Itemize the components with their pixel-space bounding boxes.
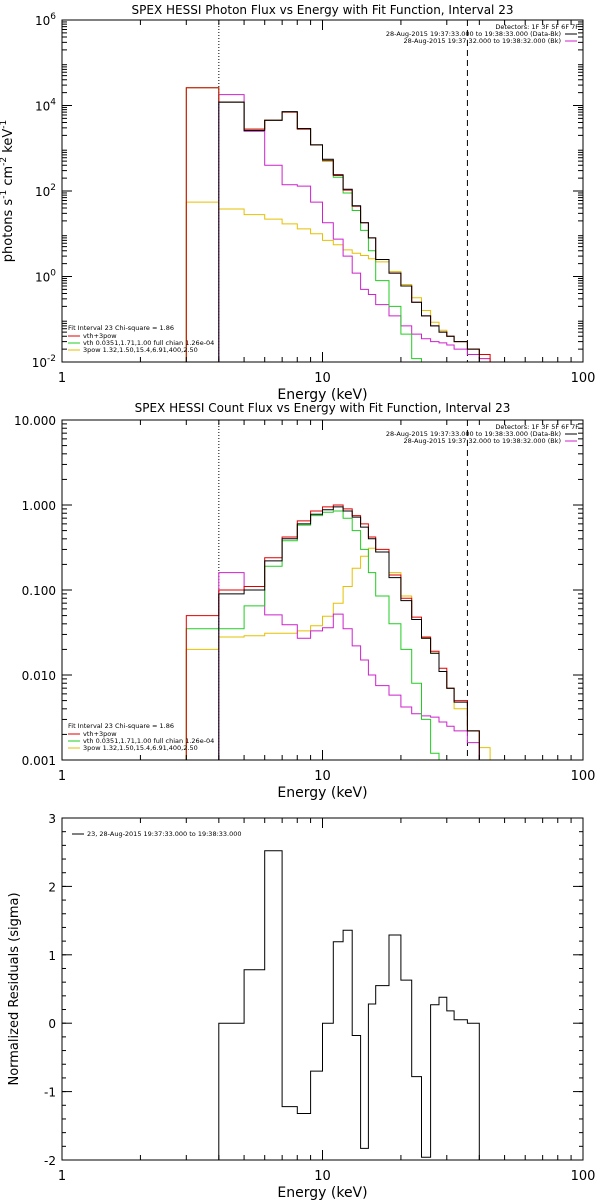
y-tick-label: 10-2 [32,354,56,370]
x-tick-label: 10 [314,769,331,784]
x-tick-label: 100 [571,769,596,784]
series-line-data [218,506,480,760]
y-tick-label: 1.000 [22,499,56,513]
chart-panel-2: SPEX HESSI Count Flux vs Energy with Fit… [14,401,595,801]
x-axis-label: Energy (keV) [277,785,367,801]
y-tick-label: 10.000 [14,414,56,428]
y-tick-label: 1 [48,949,56,963]
legend-entry: vth 0.0351,1.71,1.00 full chian 1.26e-04 [83,339,214,347]
legend-header: Fit Interval 23 Chi-square = 1.86 [68,722,174,730]
series-line-total [185,504,480,760]
plot-frame [61,19,584,363]
x-axis-label: Energy (keV) [277,1185,367,1200]
legend-entry: vth+3pow [83,730,117,738]
series-line-total [185,87,491,362]
chart-panel-1: SPEX HESSI Photon Flux vs Energy with Fi… [0,3,595,403]
plot-frame [61,817,584,1161]
legend-entry: vth 0.0351,1.71,1.00 full chian 1.26e-04 [83,737,214,745]
y-tick-label: 0.010 [22,669,56,683]
series-group [185,504,491,760]
legend-entry: vth+3pow [83,332,117,340]
x-axis-label: Energy (keV) [277,387,367,403]
series-group [185,87,491,362]
y-tick-label: 106 [35,12,56,28]
y-tick-label: 0 [48,1017,56,1031]
legend-entry: 3pow 1.32,1.50,15.4,6.91,400,2.50 [83,744,198,752]
legend: 23, 28-Aug-2015 19:37:33.000 to 19:38:33… [72,830,242,838]
legend-bottom: Fit Interval 23 Chi-square = 1.86vth+3po… [68,722,214,752]
y-tick-label: 0.001 [22,754,56,768]
legend-entry: 28-Aug-2015 19:37:33.000 to 19:38:33.000… [386,30,561,38]
legend-entry: 28-Aug-2015 19:37:32.000 to 19:38:32.000… [404,437,561,445]
x-tick-label: 100 [571,1169,596,1184]
legend-bottom: Fit Interval 23 Chi-square = 1.86vth+3po… [68,324,214,354]
y-tick-label: 0.100 [22,584,56,598]
x-tick-label: 1 [58,769,66,784]
legend-header: Fit Interval 23 Chi-square = 1.86 [68,324,174,332]
y-tick-label: 104 [35,98,56,114]
series-line-bk [218,572,480,760]
chart-title: SPEX HESSI Count Flux vs Energy with Fit… [135,401,511,415]
x-tick-label: 100 [571,371,596,386]
y-tick-label: 102 [35,183,56,199]
y-tick-label: 2 [48,880,56,894]
series-line-data [218,850,480,1160]
chart-title: SPEX HESSI Photon Flux vs Energy with Fi… [132,3,514,17]
series-line-bpow [185,547,491,760]
legend-entry: 23, 28-Aug-2015 19:37:33.000 to 19:38:33… [87,830,242,838]
legend-entry: 28-Aug-2015 19:37:32.000 to 19:38:32.000… [404,37,561,45]
series-line-bpow [185,201,491,362]
legend-header: Detectors: 1F 3F 5F 6F 7F [495,23,579,31]
y-tick-label: -1 [44,1086,56,1100]
x-tick-label: 1 [58,1169,66,1184]
series-line-bk [218,94,491,362]
series-line-vth [185,510,440,760]
legend-header: Detectors: 1F 3F 5F 6F 7F [495,423,579,431]
x-tick-label: 10 [314,371,331,386]
x-tick-label: 1 [58,371,66,386]
chart-panel-3: 1 10 100 Energy (keV) -2 -1 0 1 2 3 Normalized Res… [7,812,595,1200]
y-tick-label: -2 [44,1154,56,1168]
legend-entry: 28-Aug-2015 19:37:33.000 to 19:38:33.000… [386,430,561,438]
series-line-data [218,101,480,362]
x-tick-label: 10 [314,1169,331,1184]
y-axis: 0.001 0.010 0.100 1.000 10.000 [14,414,583,768]
y-axis-label: Normalized Residuals (sigma) [7,892,22,1085]
y-axis: -2 -1 0 1 2 3 [44,812,583,1168]
plot-frame [61,419,584,761]
x-axis: 1 10 100 [58,818,596,1184]
series-group [218,850,480,1160]
y-axis-label: photons s-1 cm-2 keV-1 [0,120,16,262]
x-axis: 1 10 100 [58,420,596,784]
y-axis: 10-2 100 102 104 106 [32,12,583,370]
y-tick-label: 100 [35,269,56,285]
legend-entry: 3pow 1.32,1.50,15.4,6.91,400,2.50 [83,346,198,354]
y-tick-label: 3 [48,812,56,826]
x-axis: 1 10 100 [58,20,596,386]
